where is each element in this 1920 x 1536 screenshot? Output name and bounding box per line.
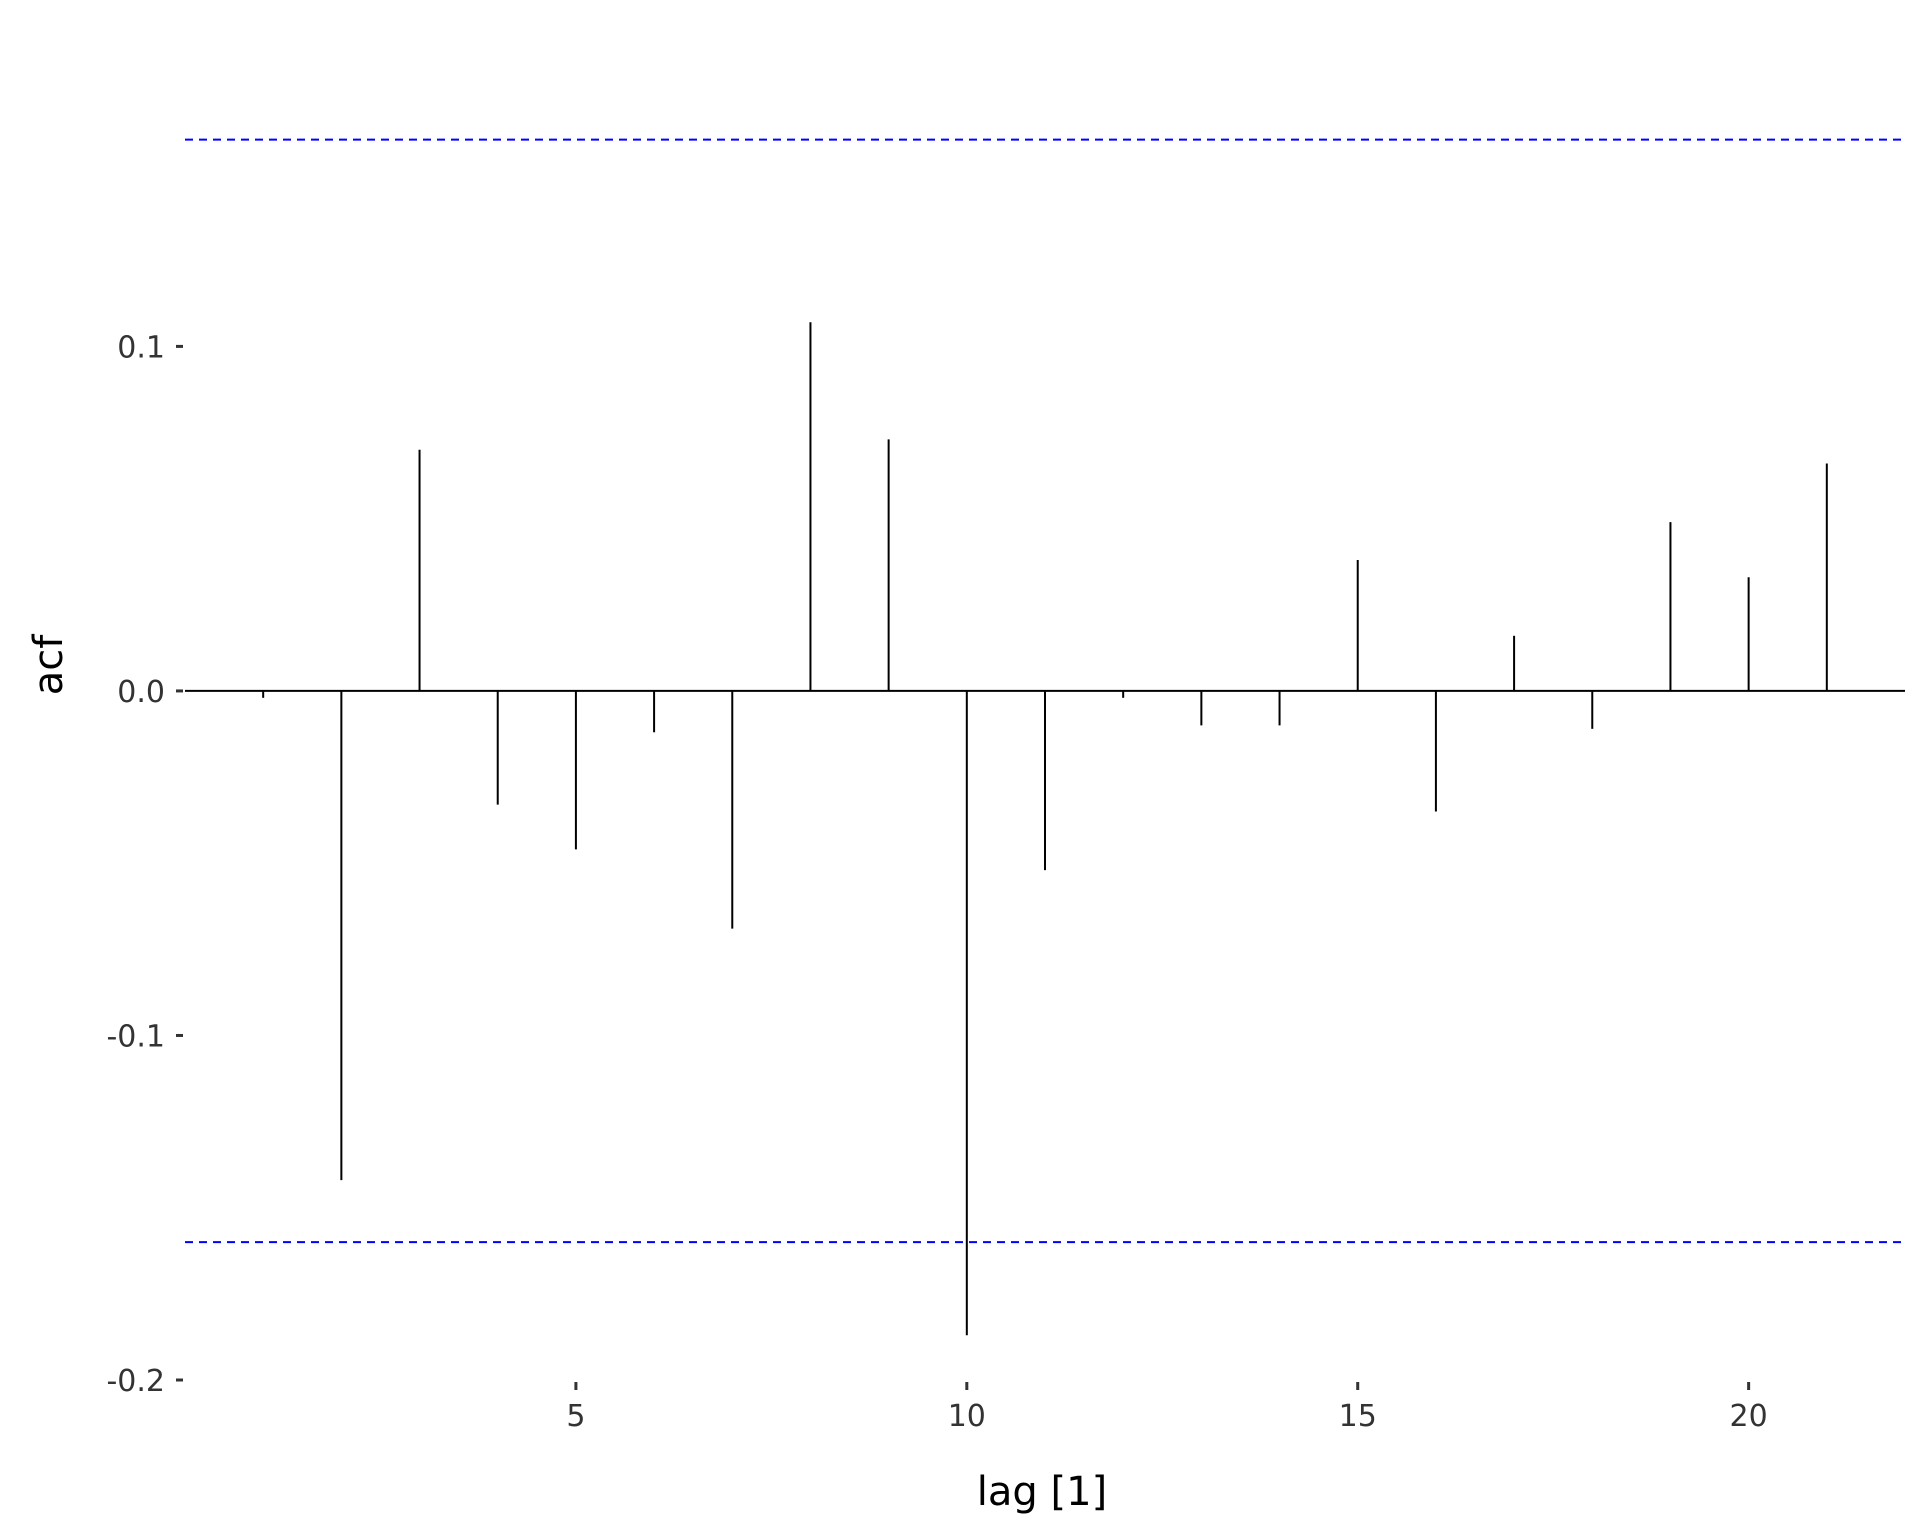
x-tick-label: 15 <box>1339 1399 1377 1434</box>
y-tick-label: 0.0 <box>117 675 165 710</box>
x-tick-label: 10 <box>948 1399 986 1434</box>
y-tick-label: 0.1 <box>117 330 165 365</box>
x-tick-label: 5 <box>566 1399 585 1434</box>
y-tick-label: -0.2 <box>106 1364 165 1399</box>
acf-bars <box>262 322 1828 1336</box>
x-axis-title: lag [1] <box>977 1469 1107 1515</box>
y-tick-label: -0.1 <box>106 1019 165 1054</box>
y-axis: -0.2 -0.1 0.0 0.1 <box>106 330 183 1399</box>
x-tick-label: 20 <box>1730 1399 1768 1434</box>
x-axis: 5 10 15 20 <box>566 1382 1768 1434</box>
y-axis-title: acf <box>26 634 72 696</box>
confidence-bands <box>185 138 1905 1244</box>
